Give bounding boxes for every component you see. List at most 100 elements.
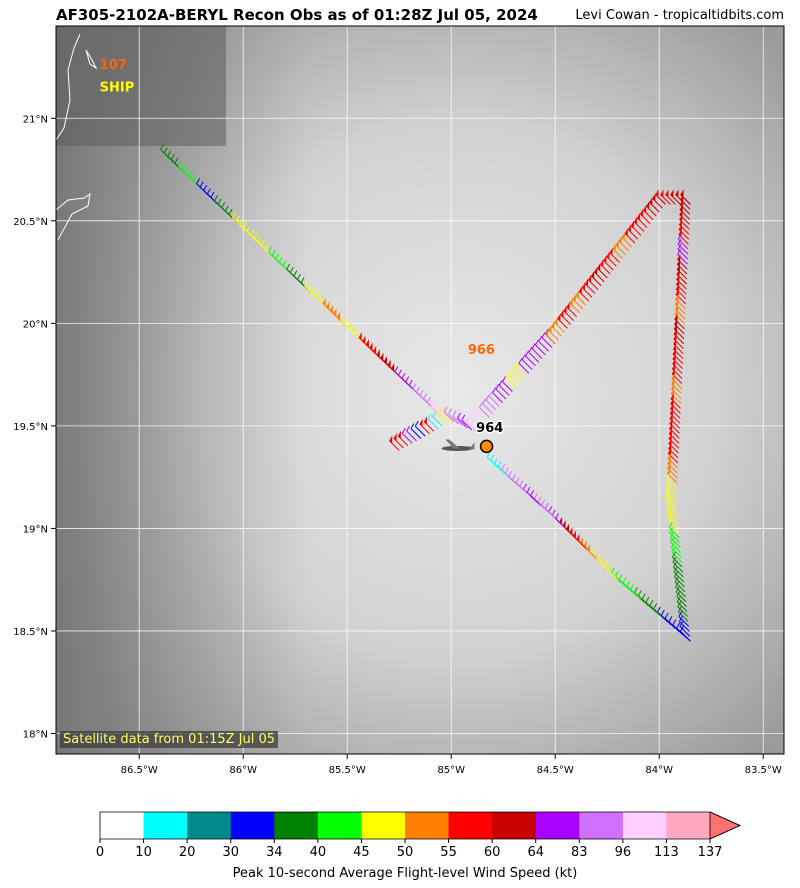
map-annotation: 964 bbox=[476, 421, 503, 436]
satellite-shading bbox=[56, 26, 784, 754]
wind-barb bbox=[624, 232, 636, 244]
colorbar-segment bbox=[666, 812, 711, 839]
colorbar-segment bbox=[405, 812, 450, 839]
lon-tick-label: 85°W bbox=[437, 765, 465, 776]
wind-barb bbox=[486, 456, 498, 468]
wind-barb bbox=[679, 199, 691, 210]
colorbar-tick-label: 0 bbox=[96, 845, 104, 860]
wind-barb-feather bbox=[515, 477, 520, 483]
wind-barb-feather bbox=[482, 398, 487, 405]
wind-barb-feather bbox=[250, 229, 255, 236]
wind-barb-feather bbox=[677, 248, 682, 255]
wind-barb-feather bbox=[497, 461, 502, 467]
colorbar-segment bbox=[622, 812, 667, 839]
wind-barb-feather bbox=[666, 472, 671, 479]
wind-barb bbox=[531, 348, 543, 359]
wind-barb-feather bbox=[664, 612, 669, 619]
colorbar-tick-label: 60 bbox=[484, 845, 501, 860]
wind-barb bbox=[673, 566, 684, 578]
wind-barb-feather bbox=[603, 560, 608, 567]
credit-text: Levi Cowan - tropicaltidbits.com bbox=[575, 8, 784, 23]
wind-barb-feather bbox=[289, 266, 294, 273]
wind-barb-feather bbox=[293, 270, 298, 277]
wind-barb-feather bbox=[170, 154, 175, 160]
wind-barb-feather bbox=[634, 587, 638, 593]
map-frame bbox=[55, 25, 785, 755]
wind-barb-feather bbox=[531, 343, 536, 349]
colorbar-tick-label: 40 bbox=[310, 845, 327, 860]
colorbar-segment bbox=[143, 812, 188, 839]
wind-barb-feather bbox=[653, 603, 658, 609]
wind-barb-flag bbox=[423, 416, 427, 425]
wind-barb-feather bbox=[669, 527, 674, 533]
wind-barb bbox=[508, 374, 520, 385]
wind-barb bbox=[679, 621, 690, 632]
wind-barb-feather bbox=[261, 239, 265, 246]
wind-barb-feather bbox=[502, 376, 506, 382]
wind-barb-feather bbox=[174, 157, 179, 164]
wind-barb bbox=[678, 228, 690, 240]
wind-barb-feather bbox=[347, 321, 352, 328]
wind-barb-flag bbox=[560, 309, 564, 318]
wind-barb-flag bbox=[551, 321, 555, 330]
wind-barb bbox=[436, 413, 448, 425]
wind-barb-feather bbox=[448, 408, 453, 415]
wind-barb-feather bbox=[315, 290, 319, 297]
wind-barb-feather bbox=[408, 379, 413, 386]
wind-barb-feather bbox=[178, 161, 182, 167]
wind-barb-feather bbox=[677, 238, 682, 245]
colorbar-tick-label: 50 bbox=[397, 845, 414, 860]
coastline bbox=[55, 33, 98, 241]
wind-barb-flag bbox=[578, 286, 582, 295]
wind-barb bbox=[618, 240, 630, 252]
wind-barb-flag bbox=[627, 224, 631, 233]
wind-barb-feather bbox=[555, 513, 560, 519]
wind-barb-feather bbox=[508, 368, 513, 375]
wind-barb-flag bbox=[579, 537, 583, 546]
wind-barb-feather bbox=[286, 263, 291, 270]
wind-barb-feather bbox=[196, 178, 200, 184]
wind-barb bbox=[670, 547, 682, 558]
lon-tick-label: 86°W bbox=[229, 765, 257, 776]
wind-barb bbox=[671, 551, 683, 563]
wind-barb-feather bbox=[432, 411, 437, 417]
wind-barb bbox=[679, 214, 690, 225]
wind-barb bbox=[593, 271, 605, 283]
wind-barb bbox=[665, 497, 677, 509]
wind-barb-feather bbox=[551, 509, 556, 516]
wind-barb-flag bbox=[554, 317, 558, 326]
wind-barb bbox=[642, 209, 654, 221]
wind-barb-feather bbox=[214, 195, 219, 201]
wind-barb-feather bbox=[523, 483, 527, 490]
lat-tick-label: 19.5°N bbox=[13, 422, 48, 433]
wind-barb-feather bbox=[436, 408, 441, 415]
wind-barb bbox=[410, 428, 422, 439]
wind-barb-feather bbox=[675, 586, 680, 593]
wind-barb bbox=[677, 606, 689, 617]
wind-barb-feather bbox=[675, 581, 680, 588]
wind-barb-flag bbox=[634, 216, 638, 225]
wind-barb bbox=[469, 418, 480, 429]
wind-barb-feather bbox=[674, 571, 679, 578]
wind-barb bbox=[627, 229, 639, 240]
wind-barb-feather bbox=[589, 547, 594, 553]
wind-barb-feather bbox=[679, 620, 684, 627]
wind-barb bbox=[678, 219, 690, 230]
wind-barb bbox=[660, 194, 671, 205]
wind-barb bbox=[485, 399, 497, 411]
colorbar-segment bbox=[230, 812, 275, 839]
wind-barb-flag bbox=[566, 523, 570, 532]
wind-barb bbox=[538, 340, 549, 352]
wind-barb-feather bbox=[521, 354, 526, 360]
wind-barb bbox=[488, 396, 500, 407]
wind-barb-flag bbox=[358, 332, 362, 341]
wind-barb-flag bbox=[640, 208, 644, 217]
wind-barb bbox=[475, 410, 487, 422]
wind-barb bbox=[440, 411, 452, 423]
satellite-timestamp: Satellite data from 01:15Z Jul 05 bbox=[60, 731, 279, 748]
wind-barb-feather bbox=[185, 167, 190, 174]
wind-barb bbox=[667, 447, 679, 459]
wind-barb bbox=[457, 417, 468, 429]
wind-barb bbox=[548, 329, 559, 341]
wind-barb-flag bbox=[652, 193, 656, 202]
